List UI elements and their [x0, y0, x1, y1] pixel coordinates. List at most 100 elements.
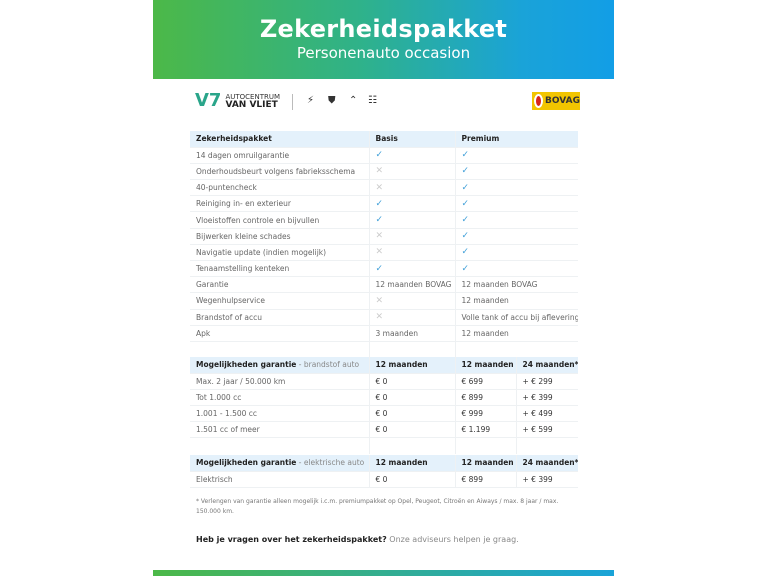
van-vliet-mark-icon: V7: [195, 90, 222, 111]
page-title: Zekerheidspakket: [259, 15, 508, 43]
citroen-logo-icon: ⌃: [349, 95, 358, 106]
package-comparison-table: Zekerheidspakket Basis Premium 14 dagen …: [190, 131, 578, 358]
table-cell: + € 399: [516, 389, 578, 407]
check-icon: ✓: [455, 244, 578, 262]
column-header: 12 maanden: [369, 455, 456, 472]
table-row: Vloeistoffen controle en bijvullen ✓ ✓: [190, 211, 578, 229]
table-row: Onderhoudsbeurt volgens fabrieksschema ✕ ✓: [190, 163, 578, 181]
table-cell: € 999: [455, 405, 517, 423]
check-icon: ✓: [455, 228, 578, 245]
spacer-row: [190, 341, 578, 358]
table-cell: € 0: [369, 389, 456, 407]
table-cell: € 0: [369, 373, 456, 390]
table-cell: Garantie: [190, 276, 370, 294]
column-header: Premium: [455, 131, 578, 148]
column-header: Mogelijkheden garantie - elektrische aut…: [190, 455, 370, 472]
table-cell: + € 399: [516, 471, 578, 488]
table-cell: 12 maanden: [455, 292, 578, 310]
contact-question: Heb je vragen over het zekerheidspakket?…: [196, 535, 519, 544]
table-cell: € 899: [455, 389, 517, 407]
table-cell: 3 maanden: [369, 325, 456, 342]
column-header: Mogelijkheden garantie - brandstof auto: [190, 357, 370, 374]
logo-bar: V7 AUTOCENTRUM VAN VLIET ⚡ ⛊ ⌃ ☷ BOVAG: [195, 92, 580, 114]
table-row: Bijwerken kleine schades ✕ ✓: [190, 228, 578, 245]
table-row: Wegenhulpservice ✕ 12 maanden: [190, 292, 578, 310]
check-icon: ✓: [455, 163, 578, 181]
table-row: 1.501 cc of meer € 0 € 1.199 + € 599: [190, 421, 578, 439]
check-icon: ✓: [455, 147, 578, 164]
table-cell: Brandstof of accu: [190, 309, 370, 326]
check-icon: ✓: [455, 179, 578, 197]
table-cell: € 699: [455, 373, 517, 390]
column-header: 12 maanden: [455, 357, 517, 374]
dealer-name-bottom: VAN VLIET: [225, 100, 278, 110]
table-cell: Navigatie update (indien mogelijk): [190, 244, 370, 262]
table-cell: + € 599: [516, 421, 578, 439]
fuel-warranty-table: Mogelijkheden garantie - brandstof auto …: [190, 357, 578, 454]
check-icon: ✓: [369, 211, 456, 229]
table-row: Garantie 12 maanden BOVAG 12 maanden BOVAG: [190, 276, 578, 294]
table-cell: + € 299: [516, 373, 578, 390]
table-cell: € 1.199: [455, 421, 517, 439]
table-row: 40-puntencheck ✕ ✓: [190, 179, 578, 197]
check-icon: ✓: [369, 195, 456, 213]
bovag-logo: BOVAG: [532, 92, 580, 110]
table-cell: Reiniging in- en exterieur: [190, 195, 370, 213]
table-cell: € 0: [369, 421, 456, 439]
table-cell: 12 maanden BOVAG: [369, 276, 456, 294]
dealer-logo: V7 AUTOCENTRUM VAN VLIET: [195, 92, 280, 110]
check-icon: ✓: [455, 211, 578, 229]
table-cell: € 899: [455, 471, 517, 488]
check-icon: ✓: [369, 147, 456, 164]
page-subtitle: Personenauto occasion: [296, 44, 471, 62]
cross-icon: ✕: [369, 179, 456, 197]
cross-icon: ✕: [369, 163, 456, 181]
table-cell: Bijwerken kleine schades: [190, 228, 370, 245]
cross-icon: ✕: [369, 244, 456, 262]
table-cell: Max. 2 jaar / 50.000 km: [190, 373, 370, 390]
table-row: Reiniging in- en exterieur ✓ ✓: [190, 195, 578, 213]
table-row: 1.001 - 1.500 cc € 0 € 999 + € 499: [190, 405, 578, 423]
electric-warranty-table: Mogelijkheden garantie - elektrische aut…: [190, 455, 578, 488]
table-cell: Volle tank of accu bij aflevering: [455, 309, 578, 326]
table-cell: 1.501 cc of meer: [190, 421, 370, 439]
check-icon: ✓: [455, 260, 578, 278]
check-icon: ✓: [369, 260, 456, 278]
table-row: Navigatie update (indien mogelijk) ✕ ✓: [190, 244, 578, 262]
table-cell: € 0: [369, 405, 456, 423]
column-header: 24 maanden*: [516, 455, 578, 472]
table-cell: 12 maanden BOVAG: [455, 276, 578, 294]
peugeot-logo-icon: ⛊: [328, 95, 336, 106]
footer-bar: [153, 570, 614, 576]
table-cell: + € 499: [516, 405, 578, 423]
table-cell: Tenaamstelling kenteken: [190, 260, 370, 278]
table-cell: 12 maanden: [455, 325, 578, 342]
table-cell: Vloeistoffen controle en bijvullen: [190, 211, 370, 229]
column-header: 12 maanden: [455, 455, 517, 472]
table-row: Elektrisch € 0 € 899 + € 399: [190, 471, 578, 488]
spacer-row: [190, 437, 578, 454]
check-icon: ✓: [455, 195, 578, 213]
dealer-name-top: AUTOCENTRUM: [225, 93, 281, 101]
table-cell: 14 dagen omruilgarantie: [190, 147, 370, 164]
table-row: 14 dagen omruilgarantie ✓ ✓: [190, 147, 578, 164]
table-row: Max. 2 jaar / 50.000 km € 0 € 699 + € 299: [190, 373, 578, 390]
column-header: 24 maanden*: [516, 357, 578, 374]
table-cell: Elektrisch: [190, 471, 370, 488]
header-banner: Zekerheidspakket Personenauto occasion: [153, 0, 614, 79]
cross-icon: ✕: [369, 309, 456, 326]
table-row: Tenaamstelling kenteken ✓ ✓: [190, 260, 578, 278]
table-row: Brandstof of accu ✕ Volle tank of accu bij…: [190, 309, 578, 326]
column-header: Zekerheidspakket: [190, 131, 370, 148]
footnote: * Verlengen van garantie alleen mogelijk…: [196, 498, 559, 515]
column-header: Basis: [369, 131, 456, 148]
cross-icon: ✕: [369, 292, 456, 310]
table-row: Apk 3 maanden 12 maanden: [190, 325, 578, 342]
table-cell: 40-puntencheck: [190, 179, 370, 197]
divider: [292, 94, 293, 110]
table-cell: Onderhoudsbeurt volgens fabrieksschema: [190, 163, 370, 181]
table-cell: Wegenhulpservice: [190, 292, 370, 310]
table-cell: € 0: [369, 471, 456, 488]
column-header: 12 maanden: [369, 357, 456, 374]
table-row: Tot 1.000 cc € 0 € 899 + € 399: [190, 389, 578, 407]
